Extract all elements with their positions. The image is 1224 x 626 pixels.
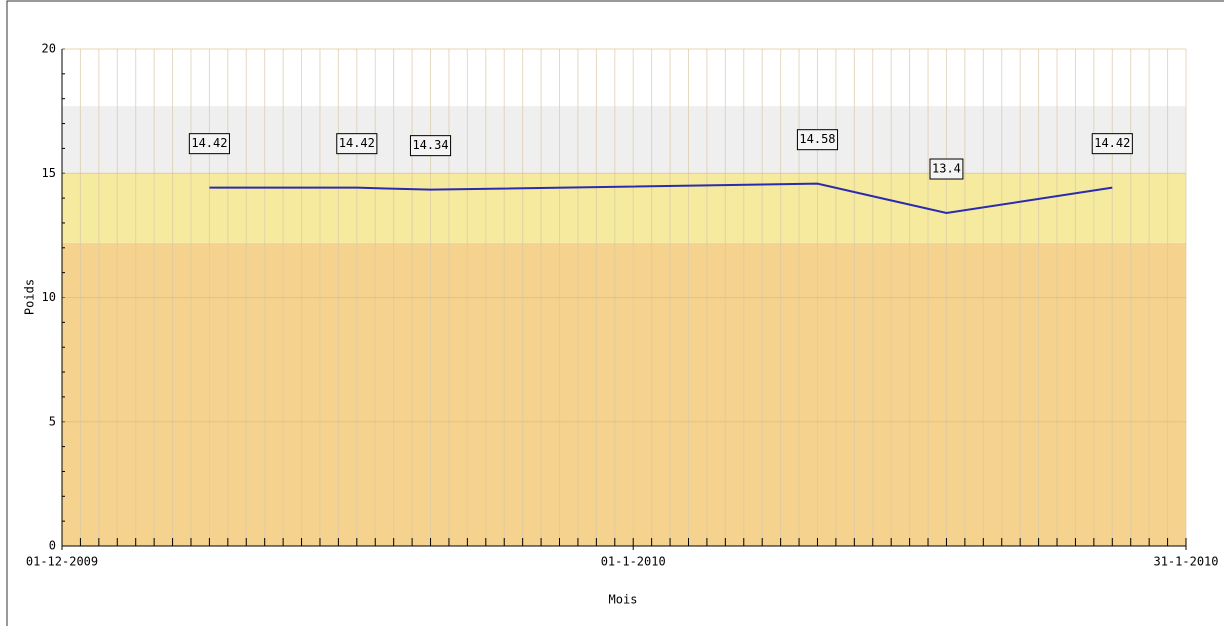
data-label-box [188, 133, 230, 155]
data-label: 14.42 [191, 136, 227, 150]
x-tick-label: 01-1-2010 [601, 555, 666, 569]
y-tick-label: 0 [49, 539, 56, 553]
data-label: 14.42 [1094, 136, 1130, 150]
data-label: 14.42 [339, 136, 375, 150]
band [62, 173, 1186, 243]
frame [6, 0, 1224, 626]
band [62, 106, 1186, 174]
line [209, 182, 1113, 215]
x-tick-label: 31-1-2010 [1153, 555, 1218, 569]
data-label: 14.34 [412, 138, 448, 152]
y-tick-label: 15 [42, 166, 56, 180]
data-label-box [409, 135, 452, 157]
band [62, 242, 1186, 546]
data-label-box [796, 129, 839, 151]
data-label: 13.4 [932, 162, 961, 176]
data-label-box [336, 133, 378, 155]
data-label: 14.58 [799, 132, 835, 146]
x-axis-label: Mois [609, 593, 638, 607]
data-label-box [929, 158, 964, 180]
data-label-box [1091, 133, 1133, 155]
x-tick-label: 01-12-2009 [26, 555, 98, 569]
y-axis-label: Poids [23, 279, 37, 315]
y-tick-label: 5 [49, 414, 56, 428]
y-tick-label: 10 [42, 290, 56, 304]
y-tick-label: 20 [42, 42, 56, 56]
